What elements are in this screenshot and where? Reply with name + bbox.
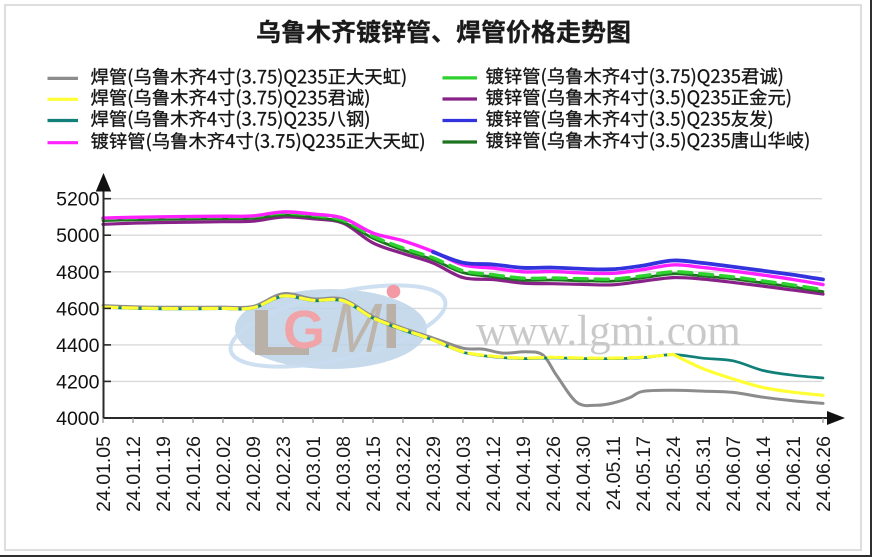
svg-text:24.02.02: 24.02.02 xyxy=(213,436,235,512)
svg-text:5200: 5200 xyxy=(56,189,100,211)
svg-text:24.06.07: 24.06.07 xyxy=(723,436,745,512)
svg-text:24.01.19: 24.01.19 xyxy=(153,436,175,512)
svg-text:24.03.08: 24.03.08 xyxy=(333,436,355,512)
svg-text:24.06.21: 24.06.21 xyxy=(783,436,805,512)
svg-text:4600: 4600 xyxy=(56,298,100,320)
svg-text:24.01.12: 24.01.12 xyxy=(123,436,145,512)
svg-text:24.02.09: 24.02.09 xyxy=(243,436,265,512)
svg-text:www.lgmi.com: www.lgmi.com xyxy=(476,308,741,355)
svg-text:4000: 4000 xyxy=(56,408,100,430)
svg-text:24.06.26: 24.06.26 xyxy=(813,436,835,512)
svg-text:24.01.05: 24.01.05 xyxy=(93,436,115,512)
svg-text:24.03.29: 24.03.29 xyxy=(423,436,445,512)
svg-text:5000: 5000 xyxy=(56,225,100,247)
svg-text:4400: 4400 xyxy=(56,335,100,357)
svg-text:24.05.17: 24.05.17 xyxy=(633,436,655,512)
svg-text:24.04.19: 24.04.19 xyxy=(513,436,535,512)
svg-text:4200: 4200 xyxy=(56,371,100,393)
svg-text:24.04.03: 24.04.03 xyxy=(453,436,475,512)
svg-text:24.04.30: 24.04.30 xyxy=(573,436,595,512)
svg-text:G: G xyxy=(283,300,325,360)
svg-text:24.02.23: 24.02.23 xyxy=(273,436,295,512)
svg-text:24.03.22: 24.03.22 xyxy=(393,436,415,512)
svg-text:24.05.11: 24.05.11 xyxy=(603,436,625,510)
svg-text:4800: 4800 xyxy=(56,262,100,284)
svg-text:24.06.14: 24.06.14 xyxy=(753,436,775,512)
svg-text:24.05.31: 24.05.31 xyxy=(693,436,715,512)
svg-text:24.01.26: 24.01.26 xyxy=(183,436,205,512)
svg-text:24.03.01: 24.03.01 xyxy=(303,436,325,512)
svg-text:24.04.12: 24.04.12 xyxy=(483,436,505,512)
svg-text:24.04.26: 24.04.26 xyxy=(543,436,565,512)
svg-text:24.03.15: 24.03.15 xyxy=(363,436,385,512)
svg-text:24.05.24: 24.05.24 xyxy=(663,436,685,512)
